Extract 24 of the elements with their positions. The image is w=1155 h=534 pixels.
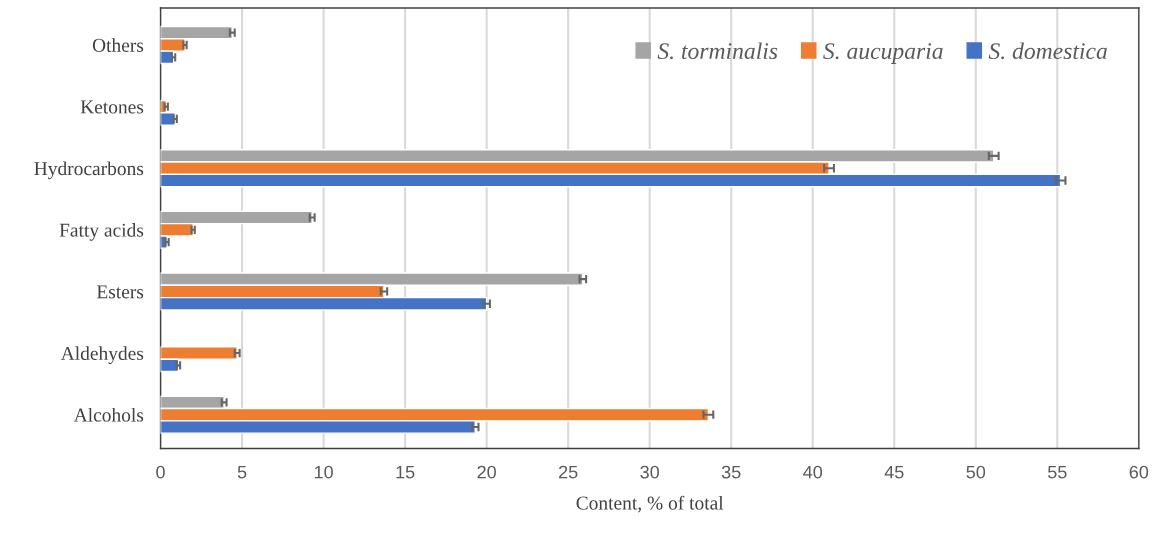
x-tick-label: 15 (396, 465, 415, 479)
y-tick-label: Aldehydes (60, 346, 144, 364)
y-tick-label: Others (92, 38, 144, 52)
legend-label: S. torminalis (657, 42, 778, 60)
y-tick-label: Alcohols (73, 407, 144, 422)
x-tick-label: 45 (884, 465, 904, 479)
x-tick-label: 0 (156, 465, 165, 479)
x-tick-label: 5 (237, 465, 247, 479)
y-tick-label: Ketones (80, 100, 144, 114)
x-tick-label: 35 (721, 465, 741, 479)
x-tick-label: 40 (803, 465, 823, 479)
y-tick-label: Fatty acids (59, 223, 144, 241)
x-axis-title: Content, % of total (576, 495, 724, 513)
x-tick-label: 25 (559, 465, 578, 479)
x-tick-label: 30 (640, 465, 660, 479)
legend-label: S. domestica (988, 42, 1107, 60)
y-tick-label: Esters (96, 285, 144, 299)
y-tick-label: Hydrocarbons (34, 161, 144, 180)
legend-label: S. aucuparia (823, 43, 943, 64)
x-tick-label: 55 (1047, 465, 1067, 479)
x-tick-label: 20 (477, 465, 496, 479)
x-tick-label: 50 (966, 465, 986, 479)
x-tick-label: 10 (314, 465, 333, 479)
x-tick-label: 60 (1129, 465, 1149, 479)
